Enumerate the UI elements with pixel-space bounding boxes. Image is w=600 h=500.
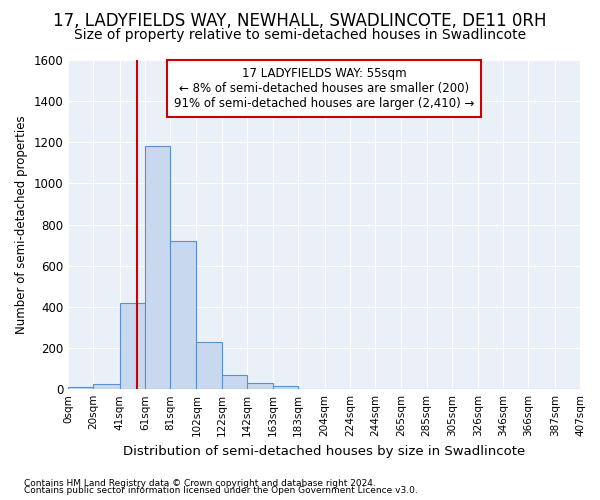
- Text: Contains public sector information licensed under the Open Government Licence v3: Contains public sector information licen…: [24, 486, 418, 495]
- Bar: [247, 383, 273, 389]
- Text: Size of property relative to semi-detached houses in Swadlincote: Size of property relative to semi-detach…: [74, 28, 526, 42]
- Y-axis label: Number of semi-detached properties: Number of semi-detached properties: [15, 116, 28, 334]
- Bar: [145, 146, 170, 389]
- Text: 17, LADYFIELDS WAY, NEWHALL, SWADLINCOTE, DE11 0RH: 17, LADYFIELDS WAY, NEWHALL, SWADLINCOTE…: [53, 12, 547, 30]
- Bar: [120, 303, 145, 389]
- Bar: [221, 375, 247, 389]
- Bar: [170, 241, 196, 389]
- Bar: [196, 342, 221, 389]
- Text: 17 LADYFIELDS WAY: 55sqm
← 8% of semi-detached houses are smaller (200)
91% of s: 17 LADYFIELDS WAY: 55sqm ← 8% of semi-de…: [174, 66, 474, 110]
- Text: Contains HM Land Registry data © Crown copyright and database right 2024.: Contains HM Land Registry data © Crown c…: [24, 478, 376, 488]
- X-axis label: Distribution of semi-detached houses by size in Swadlincote: Distribution of semi-detached houses by …: [123, 444, 525, 458]
- Bar: [94, 384, 120, 389]
- Bar: [273, 386, 298, 389]
- Bar: [68, 387, 94, 389]
